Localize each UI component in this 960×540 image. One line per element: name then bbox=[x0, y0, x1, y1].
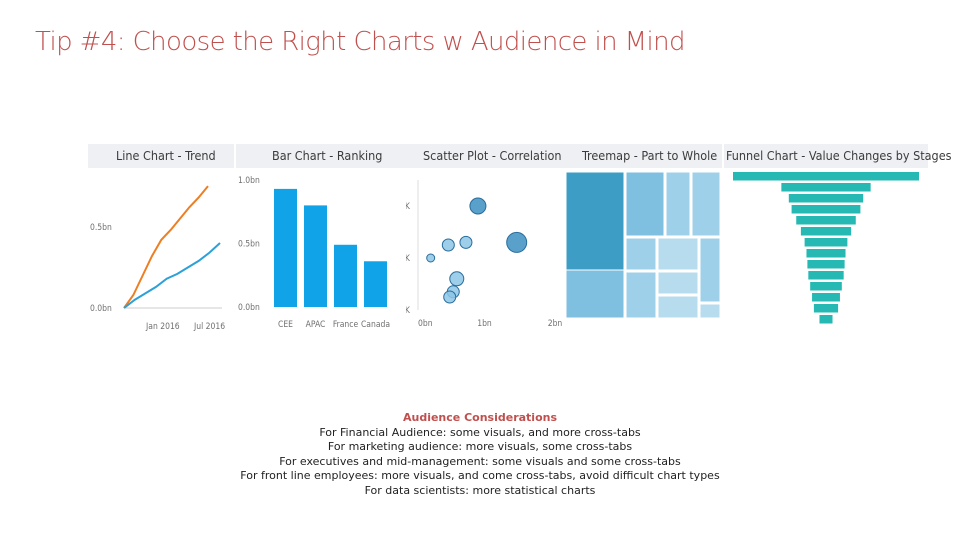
scatter-point bbox=[469, 197, 487, 215]
funnel-chart bbox=[733, 172, 919, 324]
funnel-stage bbox=[806, 249, 846, 258]
scatter-point bbox=[459, 235, 473, 249]
y-tick-label: 1.0bn bbox=[238, 176, 260, 186]
scatter-point bbox=[441, 238, 455, 252]
funnel-stage bbox=[791, 205, 861, 214]
bar bbox=[304, 205, 327, 307]
considerations-heading: Audience Considerations bbox=[402, 411, 558, 424]
consideration-line: For front line employees: more visuals, … bbox=[240, 469, 720, 483]
funnel-chart-panel: Funnel Chart - Value Changes by Stages bbox=[724, 144, 951, 344]
y-tick-label: 3K bbox=[406, 254, 411, 264]
treemap-tile bbox=[657, 295, 699, 319]
funnel-stage bbox=[788, 194, 864, 203]
consideration-line: For Financial Audience: some visuals, an… bbox=[319, 425, 641, 439]
x-tick-label: CEE bbox=[278, 320, 293, 330]
series-line bbox=[123, 185, 209, 309]
bar bbox=[334, 244, 357, 307]
treemap-tile bbox=[665, 171, 691, 237]
scatter-point bbox=[443, 290, 457, 304]
funnel-chart-title: Funnel Chart - Value Changes by Stages bbox=[724, 144, 951, 168]
slide-title: Tip #4: Choose the Right Charts w Audien… bbox=[35, 27, 685, 57]
x-tick-label: Jul 2016 bbox=[193, 322, 225, 332]
funnel-stage bbox=[733, 172, 919, 181]
treemap-tile bbox=[566, 269, 625, 319]
funnel-stage bbox=[819, 315, 833, 324]
consideration-line: For executives and mid-management: some … bbox=[279, 454, 681, 468]
scatter-chart-panel: Scatter Plot - Correlation 0bn 1bn 2bn 2K 3K… bbox=[406, 144, 566, 344]
bar bbox=[364, 261, 387, 307]
funnel-stage bbox=[800, 227, 852, 236]
scatter-point bbox=[449, 271, 465, 287]
scatter-point bbox=[426, 253, 436, 263]
treemap-tile bbox=[657, 271, 699, 295]
treemap-tile bbox=[699, 237, 721, 303]
treemap-chart bbox=[566, 171, 721, 319]
x-tick-label: Canada bbox=[361, 320, 390, 330]
line-chart-panel: Line Chart - Trend 0.0bn 0.5bn Jan 2016 Jul… bbox=[88, 144, 234, 344]
consideration-line: For marketing audience: more visuals, so… bbox=[327, 440, 633, 454]
treemap-tile bbox=[625, 171, 665, 237]
bar-chart-title: Bar Chart - Ranking bbox=[236, 144, 406, 168]
scatter-point bbox=[506, 231, 528, 253]
x-tick-label: Jan 2016 bbox=[145, 322, 180, 332]
y-tick-label: 0.0bn bbox=[238, 303, 260, 313]
y-tick-label: 2K bbox=[406, 306, 411, 316]
bar-chart: 0.0bn 0.5bn 1.0bn CEE APAC France Canada bbox=[238, 176, 390, 330]
bar-chart-panel: Bar Chart - Ranking 0.0bn 0.5bn 1.0bn CEE AP… bbox=[236, 144, 406, 344]
funnel-stage bbox=[812, 293, 840, 302]
funnel-stage bbox=[796, 216, 856, 225]
consideration-line: For data scientists: more statistical ch… bbox=[364, 483, 596, 497]
y-tick-label: 0.0bn bbox=[90, 304, 112, 314]
y-tick-label: 4K bbox=[406, 202, 411, 212]
bar bbox=[274, 188, 297, 307]
treemap-tile bbox=[657, 237, 699, 271]
scatter-chart: 0bn 1bn 2bn 2K 3K 4K bbox=[406, 180, 563, 329]
funnel-stage bbox=[808, 271, 844, 280]
treemap-tile bbox=[699, 303, 721, 319]
treemap-tile bbox=[625, 271, 657, 319]
treemap-title: Treemap - Part to Whole bbox=[566, 144, 722, 168]
series-line bbox=[123, 242, 221, 309]
treemap-tile bbox=[625, 237, 657, 271]
funnel-stage bbox=[807, 260, 845, 269]
y-tick-label: 0.5bn bbox=[238, 240, 260, 250]
scatter-chart-title: Scatter Plot - Correlation bbox=[406, 144, 566, 168]
treemap-panel: Treemap - Part to Whole bbox=[566, 144, 722, 344]
y-tick-label: 0.5bn bbox=[90, 223, 112, 233]
treemap-tile bbox=[566, 171, 625, 271]
line-chart: 0.0bn 0.5bn Jan 2016 Jul 2016 bbox=[90, 185, 225, 332]
funnel-stage bbox=[804, 238, 848, 247]
funnel-stage bbox=[781, 183, 871, 192]
x-tick-label: 2bn bbox=[548, 319, 563, 329]
x-tick-label: 0bn bbox=[418, 319, 433, 329]
x-tick-label: APAC bbox=[306, 320, 326, 330]
line-chart-title: Line Chart - Trend bbox=[88, 144, 234, 168]
chart-examples-strip: Line Chart - Trend 0.0bn 0.5bn Jan 2016 Jul… bbox=[88, 144, 951, 344]
funnel-stage bbox=[813, 304, 839, 313]
x-tick-label: 1bn bbox=[477, 319, 492, 329]
treemap-tile bbox=[691, 171, 721, 237]
funnel-stage bbox=[810, 282, 842, 291]
audience-considerations: Audience Considerations For Financial Au… bbox=[0, 411, 960, 499]
x-tick-label: France bbox=[333, 320, 359, 330]
